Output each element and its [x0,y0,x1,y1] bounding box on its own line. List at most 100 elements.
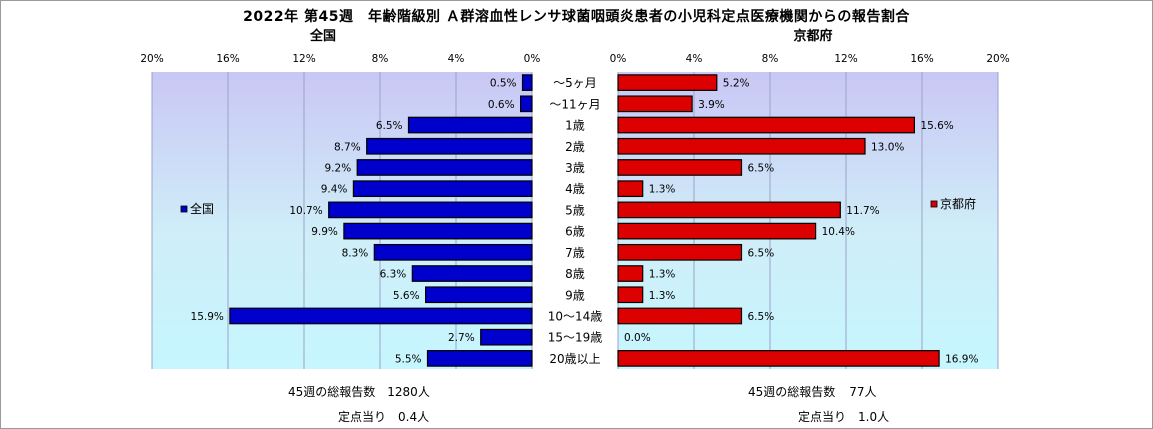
tick-label-kyoto: 0% [610,53,627,65]
data-label-national: 0.6% [488,99,515,111]
bar-kyoto [617,265,644,282]
tick-label-national: 12% [292,53,315,65]
bar-kyoto [617,307,743,325]
bar-kyoto [617,286,644,304]
panel-title-national: 全国 [309,28,336,44]
category-label: 10～14歳 [548,309,603,323]
data-label-kyoto: 5.2% [723,78,750,90]
data-label-national: 5.6% [393,290,420,302]
bar-national [366,137,533,155]
data-label-national: 0.5% [490,78,517,90]
bar-national [352,180,533,198]
bar-national [343,222,533,240]
data-label-kyoto: 10.4% [822,226,855,238]
legend-label-kyoto: 京都府 [940,196,976,211]
data-label-kyoto: 0.0% [624,332,651,344]
data-label-kyoto: 6.5% [748,162,775,174]
bar-national [480,328,533,346]
plot-background-kyoto [618,72,998,369]
bar-kyoto [617,222,817,240]
bar-kyoto [617,74,718,91]
kyoto-total: 45週の総報告数 77人 [748,383,877,400]
category-label: 6歳 [565,225,585,239]
category-label: 4歳 [565,182,585,196]
data-label-national: 9.9% [311,226,338,238]
category-label: 1歳 [565,119,585,133]
data-label-kyoto: 13.0% [871,141,904,153]
bar-national [356,159,533,176]
bar-kyoto [617,159,743,176]
bar-kyoto [617,116,915,134]
bar-national [229,307,533,325]
bar-national [407,116,533,134]
tick-label-kyoto: 8% [762,53,779,65]
data-label-national: 9.4% [321,184,348,196]
legend-swatch-kyoto [930,200,938,208]
national-per-site: 定点当り 0.4人 [338,408,429,425]
tick-label-national: 16% [216,53,239,65]
tick-label-kyoto: 16% [910,53,933,65]
data-label-kyoto: 16.9% [945,353,978,365]
legend-label-national: 全国 [190,201,214,216]
data-label-national: 5.5% [395,353,422,365]
category-label: ～5ヶ月 [553,76,597,90]
national-per-label: 定点当り [338,410,387,424]
category-label: ～11ヶ月 [549,97,600,111]
data-label-national: 15.9% [191,311,224,323]
national-total-value: 1280人 [387,385,430,399]
bar-national [328,201,533,219]
national-per-value: 0.4人 [398,410,430,424]
category-label: 8歳 [565,267,585,281]
data-label-kyoto: 15.6% [920,120,953,132]
bar-national [373,243,533,261]
data-label-national: 2.7% [448,332,475,344]
category-label: 5歳 [565,203,585,217]
data-label-kyoto: 3.9% [698,99,725,111]
tick-label-kyoto: 12% [834,53,857,65]
kyoto-total-value: 77人 [849,385,877,399]
category-label: 7歳 [565,246,585,260]
tick-label-national: 8% [372,53,389,65]
data-label-national: 9.2% [325,162,352,174]
data-label-national: 10.7% [289,205,322,217]
data-label-kyoto: 1.3% [649,290,676,302]
national-total-label: 45週の総報告数 [288,385,376,399]
category-label: 3歳 [565,161,585,175]
kyoto-total-label: 45週の総報告数 [748,385,836,399]
bar-national [426,350,533,367]
national-total: 45週の総報告数 1280人 [288,383,430,400]
tick-label-kyoto: 20% [986,53,1009,65]
bar-kyoto [617,137,866,155]
bar-national [425,286,533,304]
legend-swatch-national [180,205,188,213]
category-label: 15～19歳 [548,331,603,345]
plot-background-national [152,72,532,369]
data-label-national: 6.5% [376,120,403,132]
category-label: 9歳 [565,288,585,302]
bar-kyoto [617,350,940,367]
data-label-kyoto: 6.5% [748,311,775,323]
kyoto-per-value: 1.0人 [858,410,890,424]
kyoto-per-label: 定点当り [798,410,847,424]
bar-national [519,95,533,113]
data-label-national: 8.7% [334,141,361,153]
tick-label-national: 0% [524,53,541,65]
data-label-kyoto: 1.3% [649,184,676,196]
category-label: 2歳 [565,140,585,154]
data-label-kyoto: 11.7% [846,205,879,217]
kyoto-per-site: 定点当り 1.0人 [798,408,889,425]
bar-kyoto [617,95,693,113]
category-label: 20歳以上 [549,352,600,366]
data-label-national: 8.3% [342,247,369,259]
bar-kyoto [617,201,841,219]
chart-title: 2022年 第45週 年齢階級別 Ａ群溶血性レンサ球菌咽頭炎患者の小児科定点医療… [243,9,910,25]
data-label-kyoto: 6.5% [748,247,775,259]
bar-kyoto [617,243,743,261]
tick-label-national: 20% [140,53,163,65]
tick-label-national: 4% [448,53,465,65]
data-label-national: 6.3% [380,269,407,281]
bar-national [521,74,533,91]
panel-title-kyoto: 京都府 [793,28,832,44]
data-label-kyoto: 1.3% [649,269,676,281]
